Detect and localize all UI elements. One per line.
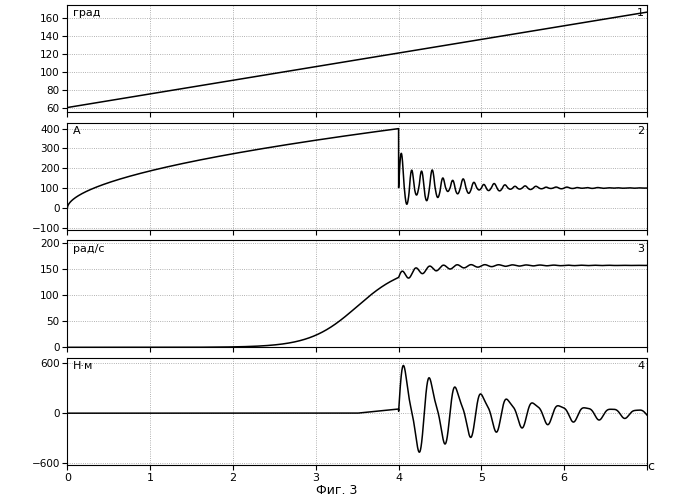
Text: 3: 3	[637, 244, 644, 254]
Text: Фиг. 3: Фиг. 3	[316, 484, 358, 498]
Text: рад/с: рад/с	[73, 244, 104, 254]
Text: Н·м: Н·м	[73, 361, 94, 371]
Text: А: А	[73, 126, 81, 136]
Text: 2: 2	[637, 126, 644, 136]
Text: 1: 1	[637, 8, 644, 18]
Text: 4: 4	[637, 361, 644, 371]
Text: град: град	[73, 8, 100, 18]
Text: с: с	[647, 460, 654, 472]
